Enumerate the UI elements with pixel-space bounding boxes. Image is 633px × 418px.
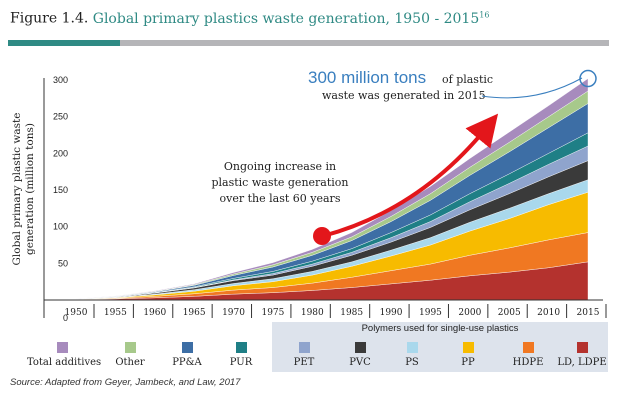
- highlight-circle: [579, 69, 597, 88]
- legend-label: PS: [405, 357, 419, 368]
- legend-swatch: [298, 342, 310, 353]
- x-tick-labels: 1950 1955 1960 1965 1970 1975 1980 1985 1990 1995…: [65, 304, 607, 318]
- x-tick-1960: 1960: [143, 308, 166, 318]
- legend-swatch: [235, 342, 247, 353]
- area-layers: [75, 78, 589, 301]
- highlight-line2-text: waste was generated in 2015: [322, 89, 486, 102]
- legend-label: PP&A: [172, 357, 202, 368]
- area-total-additives: [75, 78, 589, 300]
- x-tick-1970: 1970: [222, 308, 245, 318]
- legend-item-pvc: PVC: [325, 342, 395, 368]
- y-tick-50: 50: [58, 258, 68, 268]
- legend-label: PVC: [349, 357, 371, 368]
- legend-swatch: [56, 342, 68, 353]
- y-axis-label-line1: Global primary plastic waste: [11, 113, 23, 266]
- figure-footnote: 16: [479, 10, 490, 19]
- legend-item-total-additives: Total additives: [27, 342, 102, 368]
- legend-label: Total additives: [27, 357, 102, 368]
- legend-label: PET: [293, 357, 315, 368]
- x-tick-1975: 1975: [261, 308, 284, 318]
- x-tick-1955: 1955: [104, 308, 127, 318]
- legend-item-ps: PS: [377, 342, 447, 368]
- y-tick-300: 300: [53, 75, 68, 85]
- x-tick-2000: 2000: [458, 308, 481, 318]
- legend-item-other: Other: [95, 342, 165, 368]
- title-rule-accent: [8, 40, 120, 46]
- axes: [43, 78, 603, 318]
- figure-title: Figure 1.4. Global primary plastics wast…: [10, 10, 489, 27]
- y-tick-100: 100: [53, 222, 68, 232]
- legend-item-ld-ldpe: LD, LDPE: [547, 342, 617, 368]
- x-tick-2010: 2010: [537, 308, 560, 318]
- x-tick-1990: 1990: [380, 308, 403, 318]
- title-rule: [120, 40, 609, 46]
- legend-item-hdpe: HDPE: [493, 342, 563, 368]
- y-tick-200: 200: [53, 148, 68, 158]
- highlight-leader-line: [481, 77, 583, 99]
- x-tick-1980: 1980: [301, 308, 324, 318]
- legend-item-pp-a: PP&A: [152, 342, 222, 368]
- y-tick-250: 250: [53, 112, 68, 122]
- trend-start-dot: [313, 227, 331, 245]
- y-axis-label-line2: generation (million tons): [24, 123, 36, 255]
- legend-swatch: [406, 342, 418, 353]
- x-tick-1950: 1950: [65, 308, 88, 318]
- legend-swatch: [354, 342, 366, 353]
- legend-swatch: [124, 342, 136, 353]
- highlight-big-text: 300 million tons: [308, 68, 426, 87]
- x-tick-1985: 1985: [340, 308, 363, 318]
- legend-label: PUR: [229, 357, 253, 368]
- trend-note-line3: over the last 60 years: [220, 192, 341, 205]
- legend-label: LD, LDPE: [557, 357, 607, 368]
- figure-title-text: Global primary plastics waste generation…: [92, 10, 490, 27]
- y-tick-labels: 0 50 100 150 200 250 300: [53, 75, 68, 323]
- legend-label: HDPE: [512, 357, 544, 368]
- source-note: Source: Adapted from Geyer, Jambeck, and…: [10, 377, 241, 388]
- legend-item-pp: PP: [433, 342, 503, 368]
- x-tick-2015: 2015: [577, 308, 600, 318]
- single-use-legend-band: [272, 322, 608, 372]
- legend-label: Other: [115, 357, 145, 368]
- trend-arrow: [322, 113, 499, 238]
- legend-header: Polymers used for single-use plastics: [361, 323, 519, 334]
- legend-swatch: [181, 342, 193, 353]
- y-tick-0: 0: [63, 313, 68, 323]
- y-tick-150: 150: [53, 185, 68, 195]
- legend-item-pur: PUR: [206, 342, 276, 368]
- figure-number: Figure 1.4.: [10, 10, 89, 27]
- legend-label: PP: [461, 357, 475, 368]
- legend-item-pet: PET: [269, 342, 339, 368]
- highlight-small-text: of plastic: [442, 73, 493, 86]
- x-tick-2005: 2005: [498, 308, 521, 318]
- x-tick-1965: 1965: [183, 308, 206, 318]
- trend-note-line2: plastic waste generation: [211, 176, 348, 189]
- figure-title-label: Global primary plastics waste generation…: [92, 10, 480, 27]
- trend-note-line1: Ongoing increase in: [224, 160, 336, 173]
- legend-swatch: [576, 342, 588, 353]
- legend-swatch: [522, 342, 534, 353]
- legend-swatch: [462, 342, 474, 353]
- x-tick-1995: 1995: [419, 308, 442, 318]
